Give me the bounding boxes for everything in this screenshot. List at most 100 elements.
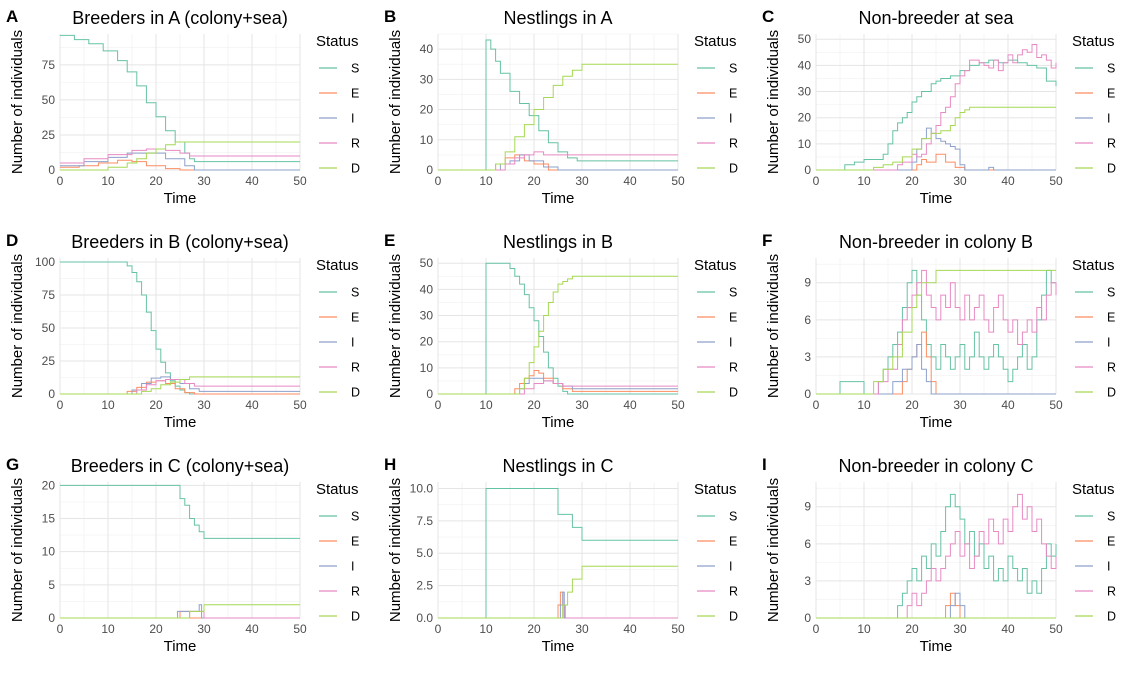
chart-B: 0 10 20 30 40 50 0 10 20 30 40 Time Number of indivi… <box>384 7 738 207</box>
panel-letter: E <box>384 231 395 250</box>
y-tick-label: 0 <box>804 611 811 625</box>
y-tick-label: 0 <box>804 387 811 401</box>
series-line-D <box>438 275 678 395</box>
x-tick-label: 50 <box>1049 174 1063 188</box>
legend-label-E: E <box>729 311 737 325</box>
series-line-D <box>438 565 678 619</box>
y-tick-label: 50 <box>42 321 56 335</box>
chart-I: 0 10 20 30 40 50 0 3 6 9 Time Number of individuals… <box>762 455 1116 655</box>
panel-title: Nestlings in B <box>503 232 613 252</box>
legend-label-S: S <box>729 286 737 300</box>
y-tick-label: 30 <box>420 72 434 86</box>
y-tick-label: 15 <box>42 511 56 525</box>
x-tick-label: 0 <box>435 622 442 636</box>
y-tick-label: 75 <box>42 58 56 72</box>
panel-letter: G <box>6 455 19 474</box>
y-axis-label: Number of individuals <box>9 478 26 622</box>
y-tick-label: 10 <box>420 361 434 375</box>
x-tick-label: 0 <box>57 174 64 188</box>
chart-D: 0 10 20 30 40 50 0 25 50 75 100 Time Number of indiv… <box>6 231 360 431</box>
x-tick-label: 10 <box>857 398 871 412</box>
y-tick-label: 0 <box>48 163 55 177</box>
x-tick-label: 30 <box>953 398 967 412</box>
y-tick-label: 0 <box>426 163 433 177</box>
legend-title: Status <box>316 481 359 498</box>
series-line-D <box>438 63 678 171</box>
x-tick-label: 0 <box>57 398 64 412</box>
legend-label-R: R <box>1107 137 1116 151</box>
legend-label-E: E <box>1107 311 1115 325</box>
x-tick-label: 10 <box>101 622 115 636</box>
x-tick-label: 30 <box>575 398 589 412</box>
legend-label-D: D <box>729 386 738 400</box>
x-tick-label: 10 <box>101 174 115 188</box>
panel-title: Breeders in C (colony+sea) <box>71 456 290 476</box>
legend-label-R: R <box>1107 585 1116 599</box>
x-tick-label: 20 <box>905 174 919 188</box>
y-axis-label: Number of individuals <box>387 478 404 622</box>
legend-title: Status <box>316 257 359 274</box>
x-tick-label: 40 <box>623 174 637 188</box>
x-tick-label: 20 <box>149 398 163 412</box>
legend-label-I: I <box>1107 112 1110 126</box>
x-tick-label: 0 <box>435 174 442 188</box>
panel-letter: C <box>762 7 774 26</box>
x-axis-label: Time <box>164 414 197 431</box>
x-tick-label: 20 <box>149 622 163 636</box>
series-group <box>816 269 1057 395</box>
y-tick-label: 40 <box>420 282 434 296</box>
legend-label-D: D <box>351 386 360 400</box>
legend-label-R: R <box>729 361 738 375</box>
y-tick-label: 25 <box>42 354 56 368</box>
legend-label-S: S <box>729 62 737 76</box>
y-tick-label: 0 <box>426 387 433 401</box>
y-tick-label: 75 <box>42 288 56 302</box>
legend-label-R: R <box>729 137 738 151</box>
x-tick-label: 30 <box>953 622 967 636</box>
legend-title: Status <box>1072 33 1115 50</box>
legend-label-R: R <box>351 137 360 151</box>
panel-title: Non-breeder at sea <box>858 8 1014 28</box>
chart-E: 0 10 20 30 40 50 0 10 20 30 40 50 Time Number of indi… <box>384 231 738 431</box>
y-tick-label: 0 <box>804 163 811 177</box>
x-tick-label: 40 <box>1001 174 1015 188</box>
series-group <box>60 261 300 395</box>
y-axis-label: Number of individuals <box>765 478 782 622</box>
y-tick-label: 5.0 <box>416 546 433 560</box>
x-tick-label: 40 <box>245 622 259 636</box>
panel-letter: H <box>384 455 396 474</box>
y-axis-label: Number of individuals <box>9 30 26 174</box>
y-tick-label: 0.0 <box>416 611 433 625</box>
x-tick-label: 40 <box>1001 622 1015 636</box>
series-line-S <box>816 493 1057 619</box>
panel-A: 0 10 20 30 40 50 0 25 50 75 Time Number of individu… <box>0 0 378 224</box>
series-line-D <box>816 106 1056 171</box>
panel-letter: B <box>384 7 396 26</box>
x-tick-label: 50 <box>293 622 307 636</box>
series-line-I <box>438 154 678 171</box>
panel-title: Breeders in B (colony+sea) <box>71 232 289 252</box>
y-axis-label: Number of individuals <box>387 30 404 174</box>
legend-label-S: S <box>351 62 359 76</box>
series-line-S <box>816 269 1057 395</box>
legend-title: Status <box>694 33 737 50</box>
series-line-R <box>438 380 678 395</box>
legend-label-E: E <box>729 535 737 549</box>
x-axis-label: Time <box>920 414 953 431</box>
x-tick-label: 40 <box>245 174 259 188</box>
panel-title: Non-breeder in colony B <box>839 232 1033 252</box>
panel-letter: I <box>762 455 767 474</box>
y-tick-label: 10 <box>420 133 434 147</box>
series-line-D <box>60 141 300 171</box>
y-tick-label: 50 <box>798 32 812 46</box>
legend-label-D: D <box>351 610 360 624</box>
x-tick-label: 0 <box>813 174 820 188</box>
legend-title: Status <box>694 257 737 274</box>
series-line-S <box>438 39 678 171</box>
legend-label-S: S <box>351 286 359 300</box>
panel-letter: D <box>6 231 18 250</box>
x-tick-label: 40 <box>623 622 637 636</box>
legend-title: Status <box>694 481 737 498</box>
series-line-S <box>438 262 678 395</box>
x-tick-label: 50 <box>671 174 685 188</box>
